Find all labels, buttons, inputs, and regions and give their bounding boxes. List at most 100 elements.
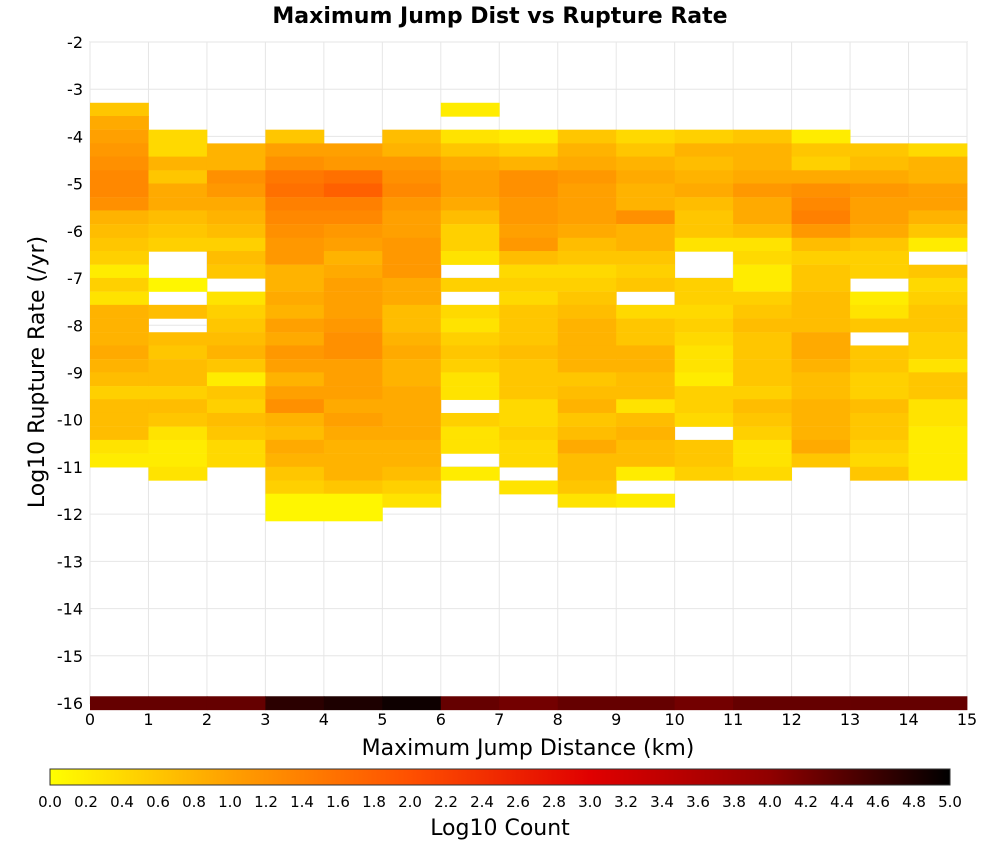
heatmap-cell bbox=[733, 345, 792, 360]
heatmap-cell bbox=[557, 318, 617, 333]
y-axis-label: Log10 Rupture Rate (/yr) bbox=[25, 236, 50, 508]
heatmap-cell bbox=[791, 210, 851, 225]
heatmap-cell bbox=[908, 412, 968, 427]
heatmap-cell bbox=[323, 439, 383, 454]
heatmap-cell bbox=[90, 143, 149, 158]
heatmap-cell bbox=[499, 304, 559, 319]
heatmap-cell bbox=[791, 197, 851, 212]
heatmap-cell bbox=[323, 493, 383, 508]
heatmap-cell bbox=[908, 453, 968, 468]
colorbar-tick-label: 5.0 bbox=[938, 793, 962, 811]
heatmap-cell bbox=[557, 183, 617, 198]
heatmap-cell bbox=[674, 224, 734, 238]
heatmap-cell bbox=[791, 291, 851, 306]
heatmap-cell bbox=[733, 129, 792, 144]
heatmap-cell bbox=[148, 210, 208, 225]
heatmap-cell bbox=[265, 277, 325, 292]
heatmap-cell bbox=[90, 277, 149, 292]
heatmap-cell bbox=[148, 412, 208, 427]
colorbar-tick-label: 3.6 bbox=[686, 793, 710, 811]
heatmap-cell bbox=[382, 466, 442, 481]
heatmap-cell bbox=[206, 696, 266, 711]
heatmap-cell bbox=[908, 264, 968, 279]
heatmap-cell bbox=[733, 210, 792, 225]
heatmap-cell bbox=[557, 426, 617, 441]
colorbar-tick-label: 4.2 bbox=[794, 793, 818, 811]
heatmap-cell bbox=[616, 318, 676, 333]
heatmap-cell bbox=[674, 332, 734, 347]
heatmap-cell bbox=[850, 359, 909, 374]
heatmap-cell bbox=[323, 183, 383, 198]
heatmap-cell bbox=[206, 291, 266, 306]
y-tick-label: -10 bbox=[57, 411, 83, 430]
heatmap-cell bbox=[265, 412, 325, 427]
heatmap-cell bbox=[265, 143, 325, 158]
heatmap-cell bbox=[791, 277, 851, 292]
heatmap-cell bbox=[206, 453, 266, 468]
heatmap-cell bbox=[382, 183, 442, 198]
colorbar-label: Log10 Count bbox=[430, 816, 570, 841]
heatmap-cell bbox=[206, 372, 266, 387]
heatmap-cell bbox=[733, 399, 792, 414]
heatmap-cell bbox=[265, 372, 325, 387]
heatmap-cell bbox=[265, 359, 325, 374]
heatmap-cell bbox=[206, 264, 266, 279]
heatmap-cell bbox=[148, 345, 208, 360]
heatmap-cell bbox=[557, 224, 617, 238]
heatmap-cell bbox=[499, 359, 559, 374]
heatmap-cell bbox=[323, 507, 383, 522]
heatmap-cell bbox=[499, 129, 559, 144]
heatmap-cell bbox=[148, 224, 208, 238]
heatmap-cell bbox=[323, 386, 383, 400]
heatmap-cell bbox=[90, 386, 149, 400]
heatmap-cell bbox=[791, 237, 851, 252]
heatmap-cell bbox=[616, 210, 676, 225]
heatmap-cell bbox=[616, 143, 676, 158]
heatmap-cell bbox=[206, 426, 266, 441]
heatmap-cell bbox=[148, 372, 208, 387]
heatmap-cell bbox=[616, 129, 676, 144]
heatmap-cell bbox=[265, 332, 325, 347]
heatmap-cell bbox=[440, 412, 500, 427]
heatmap-cell bbox=[733, 332, 792, 347]
heatmap-cell bbox=[90, 399, 149, 414]
heatmap-cell bbox=[557, 264, 617, 279]
heatmap-cell bbox=[499, 412, 559, 427]
heatmap-cell bbox=[908, 466, 968, 481]
y-tick-label: -9 bbox=[67, 364, 83, 383]
colorbar-tick-label: 0.0 bbox=[38, 793, 62, 811]
heatmap-cell bbox=[323, 372, 383, 387]
heatmap-cell bbox=[440, 237, 500, 252]
heatmap-cell bbox=[382, 493, 442, 508]
x-tick-label: 11 bbox=[723, 710, 743, 729]
heatmap-cell bbox=[382, 264, 442, 279]
heatmap-cell bbox=[440, 197, 500, 212]
heatmap-cell bbox=[90, 210, 149, 225]
heatmap-cell bbox=[499, 224, 559, 238]
heatmap-cell bbox=[440, 183, 500, 198]
heatmap-cell bbox=[616, 183, 676, 198]
heatmap-cell bbox=[850, 696, 909, 711]
heatmap-cell bbox=[616, 399, 676, 414]
colorbar-tick-label: 4.6 bbox=[866, 793, 890, 811]
heatmap-cell bbox=[908, 426, 968, 441]
heatmap-cell bbox=[908, 143, 968, 158]
y-tick-label: -12 bbox=[57, 505, 83, 524]
heatmap-cell bbox=[382, 696, 442, 711]
heatmap-cell bbox=[908, 197, 968, 212]
heatmap-cell bbox=[440, 345, 500, 360]
heatmap-cell bbox=[90, 102, 149, 117]
heatmap-cell bbox=[908, 318, 968, 333]
heatmap-cell bbox=[499, 237, 559, 252]
heatmap-cell bbox=[908, 359, 968, 374]
heatmap-cell bbox=[148, 453, 208, 468]
heatmap-cell bbox=[908, 386, 968, 400]
heatmap-cell bbox=[90, 251, 149, 265]
heatmap-cell bbox=[616, 453, 676, 468]
heatmap-cell bbox=[791, 224, 851, 238]
heatmap-cell bbox=[148, 386, 208, 400]
heatmap-cell bbox=[616, 372, 676, 387]
colorbar bbox=[49, 768, 951, 786]
heatmap-cell bbox=[90, 372, 149, 387]
heatmap-cell bbox=[90, 183, 149, 198]
